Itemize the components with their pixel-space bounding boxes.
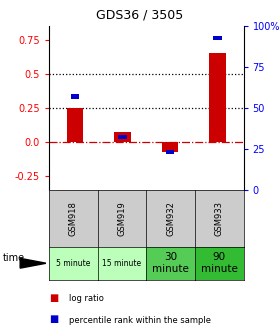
Bar xyxy=(67,108,83,142)
Bar xyxy=(213,36,222,40)
Text: time: time xyxy=(3,253,25,263)
Text: GSM933: GSM933 xyxy=(215,201,224,236)
Text: 30
minute: 30 minute xyxy=(152,252,189,274)
Text: GSM932: GSM932 xyxy=(166,201,175,236)
Bar xyxy=(162,142,178,151)
Bar xyxy=(209,53,226,142)
Text: 15 minute: 15 minute xyxy=(102,259,141,268)
Text: log ratio: log ratio xyxy=(69,294,104,303)
Text: 90
minute: 90 minute xyxy=(201,252,238,274)
Bar xyxy=(114,132,131,142)
Text: GSM918: GSM918 xyxy=(69,201,78,236)
Text: 5 minute: 5 minute xyxy=(56,259,90,268)
Text: GSM919: GSM919 xyxy=(118,201,127,236)
Text: percentile rank within the sample: percentile rank within the sample xyxy=(69,316,211,325)
Text: ■: ■ xyxy=(49,293,58,303)
Bar xyxy=(166,150,174,154)
Polygon shape xyxy=(20,258,46,268)
Text: GDS36 / 3505: GDS36 / 3505 xyxy=(96,8,184,21)
Bar xyxy=(71,95,79,98)
Bar xyxy=(118,135,127,139)
Text: ■: ■ xyxy=(49,314,58,324)
